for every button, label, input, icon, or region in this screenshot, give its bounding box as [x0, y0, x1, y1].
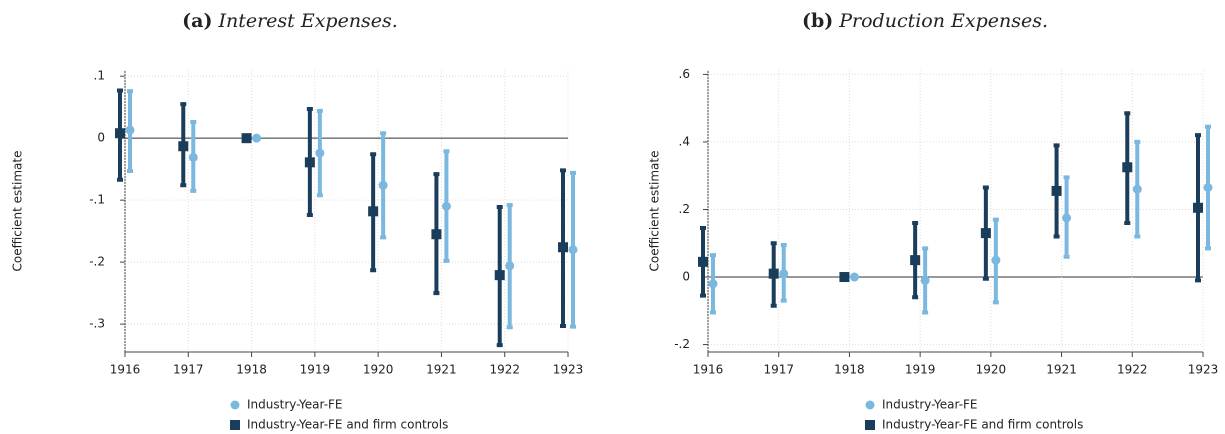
point [839, 272, 850, 283]
point [698, 256, 708, 267]
chart-title: (b) Production Expenses. [802, 10, 1048, 32]
point [1122, 162, 1133, 173]
legend-label: Industry-Year-FE and firm controls [882, 418, 1083, 432]
x-tick-label: 1921 [426, 363, 457, 377]
point [849, 272, 859, 282]
point [991, 255, 1001, 265]
y-tick-label: -.2 [674, 337, 690, 351]
x-tick-label: 1920 [976, 363, 1007, 377]
chart-title: (a) Interest Expenses. [182, 10, 398, 32]
point [1132, 184, 1142, 194]
point [1203, 183, 1213, 193]
title-text: Interest Expenses. [217, 10, 397, 32]
y-tick-label: -.2 [89, 255, 105, 269]
chart-panel: (b) Production Expenses. Coefficient estim… [648, 10, 1219, 432]
y-tick-label: -.3 [89, 317, 105, 331]
legend-label: Industry-Year-FE [882, 398, 978, 412]
point [1062, 213, 1072, 223]
legend-marker [865, 420, 875, 430]
legend-marker [865, 400, 875, 410]
point [115, 128, 125, 139]
point [368, 206, 379, 217]
x-tick-label: 1919 [300, 363, 331, 377]
point [441, 201, 451, 211]
x-tick-label: 1922 [1117, 363, 1148, 377]
x-tick-label: 1917 [763, 363, 794, 377]
point [505, 261, 515, 271]
point [779, 269, 789, 279]
x-tick-label: 1922 [489, 363, 520, 377]
chart-panel: (a) Interest Expenses. Coefficient estimat… [11, 10, 584, 432]
x-tick-label: 1916 [110, 363, 141, 377]
y-tick-label: .6 [679, 67, 690, 81]
point [708, 279, 718, 289]
x-tick-label: 1919 [905, 363, 936, 377]
point [178, 141, 189, 152]
legend-marker [230, 400, 240, 410]
y-tick-label: -.1 [89, 193, 105, 207]
point [304, 157, 315, 168]
x-tick-label: 1923 [1188, 363, 1219, 377]
point [315, 148, 325, 158]
x-tick-label: 1920 [363, 363, 394, 377]
panel-label: (a) [182, 10, 212, 32]
point [558, 242, 568, 253]
point [920, 275, 930, 285]
x-tick-label: 1917 [173, 363, 204, 377]
point [378, 180, 388, 190]
point [1051, 185, 1062, 196]
point [568, 245, 578, 255]
y-tick-label: .1 [94, 69, 105, 83]
point [241, 133, 252, 144]
y-tick-label: .2 [679, 202, 690, 216]
point [125, 125, 135, 135]
point [252, 133, 262, 143]
x-tick-label: 1918 [236, 363, 267, 377]
y-tick-label: 0 [682, 270, 690, 284]
point [768, 268, 779, 279]
legend-label: Industry-Year-FE [247, 398, 343, 412]
point [188, 152, 198, 162]
legend-label: Industry-Year-FE and firm controls [247, 418, 448, 432]
y-tick-label: .4 [679, 134, 690, 148]
point [910, 255, 921, 266]
point [431, 229, 442, 240]
legend-marker [230, 420, 240, 430]
y-axis-label: Coefficient estimate [11, 151, 25, 272]
y-axis-label: Coefficient estimate [648, 151, 662, 272]
x-tick-label: 1916 [693, 363, 724, 377]
x-tick-label: 1923 [553, 363, 584, 377]
y-tick-label: 0 [97, 131, 105, 145]
point [980, 228, 991, 239]
title-text: Production Expenses. [838, 10, 1048, 32]
x-tick-label: 1918 [834, 363, 865, 377]
point [494, 270, 505, 281]
panel-label: (b) [802, 10, 833, 32]
point [1193, 202, 1203, 213]
x-tick-label: 1921 [1046, 363, 1077, 377]
